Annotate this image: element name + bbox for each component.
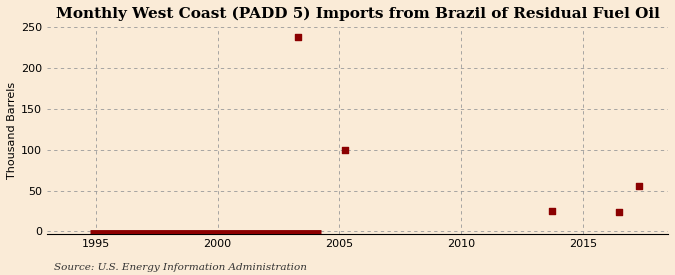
- Text: Source: U.S. Energy Information Administration: Source: U.S. Energy Information Administ…: [54, 263, 307, 272]
- Point: [633, 184, 644, 189]
- Title: Monthly West Coast (PADD 5) Imports from Brazil of Residual Fuel Oil: Monthly West Coast (PADD 5) Imports from…: [55, 7, 659, 21]
- Point: [547, 209, 558, 213]
- Point: [614, 210, 625, 214]
- Y-axis label: Thousand Barrels: Thousand Barrels: [7, 82, 17, 179]
- Point: [292, 35, 303, 40]
- Point: [340, 148, 351, 153]
